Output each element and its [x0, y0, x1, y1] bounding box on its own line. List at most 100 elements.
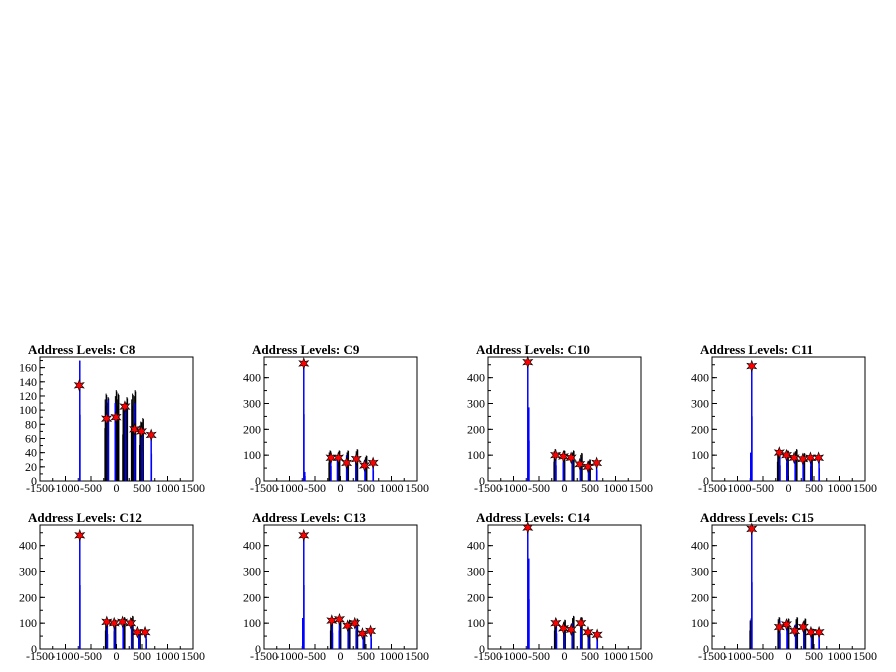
y-tick-label: 400 [243, 371, 261, 385]
peak-marker [349, 616, 361, 630]
peak-marker [565, 623, 577, 637]
peak-marker [74, 528, 86, 542]
y-tick-label: 120 [19, 389, 37, 403]
chart-title: Address Levels: C15 [700, 510, 814, 525]
y-tick-label: 0 [703, 474, 709, 488]
x-tick-label: -1000 [276, 649, 304, 663]
peak-marker [325, 451, 337, 465]
peak-marker [591, 628, 603, 642]
peak-marker [117, 615, 129, 629]
x-tick-label: -500 [752, 649, 774, 663]
y-tick-label: 20 [25, 460, 37, 474]
peak-marker [350, 452, 362, 466]
plot-frame [39, 524, 194, 650]
peak-marker [332, 451, 345, 465]
y-tick-label: 300 [243, 565, 261, 579]
y-tick-label: 0 [479, 474, 485, 488]
x-tick-label: 0 [786, 649, 792, 663]
chart-panel: Address Levels: C9 0 100 200 300 400 -1500-100… [243, 342, 429, 495]
x-tick-label: 500 [357, 481, 375, 495]
peak-marker [813, 451, 825, 465]
peak-marker [125, 616, 137, 630]
x-tick-label: -1000 [52, 481, 80, 495]
x-tick-label: -1000 [500, 649, 528, 663]
x-tick-label: 0 [562, 649, 568, 663]
x-tick-label: -500 [80, 649, 102, 663]
peak-marker [565, 451, 577, 465]
peak-marker [298, 357, 310, 370]
x-tick-label: 1500 [629, 649, 653, 663]
peak-marker [131, 625, 143, 639]
y-tick-label: 100 [691, 448, 709, 462]
peak-marker [789, 624, 801, 638]
x-tick-label: -1500 [474, 649, 502, 663]
x-tick-label: -1500 [26, 481, 54, 495]
y-tick-label: 300 [243, 397, 261, 411]
peak-marker [591, 456, 603, 470]
y-tick-label: 0 [31, 642, 37, 656]
peak-marker [522, 521, 534, 534]
peak-marker [139, 625, 151, 639]
y-tick-label: 160 [19, 361, 37, 375]
y-tick-label: 0 [31, 474, 37, 488]
peak-marker [780, 448, 793, 462]
peak-marker [797, 620, 809, 634]
peak-marker [341, 456, 353, 470]
x-tick-label: 1000 [380, 481, 404, 495]
x-tick-label: 500 [805, 481, 823, 495]
peak-marker [358, 459, 371, 472]
x-tick-label: -1000 [724, 649, 752, 663]
plot-frame [263, 356, 418, 482]
x-tick-label: 0 [338, 481, 344, 495]
y-tick-label: 60 [25, 431, 37, 445]
x-tick-label: 1500 [853, 481, 877, 495]
peak-marker [356, 627, 368, 640]
x-tick-label: 0 [562, 481, 568, 495]
y-tick-label: 100 [467, 616, 485, 630]
peak-marker [805, 625, 817, 639]
x-tick-label: 0 [786, 481, 792, 495]
x-tick-label: -500 [752, 481, 774, 495]
chart-title: Address Levels: C14 [476, 510, 590, 525]
x-tick-label: -500 [528, 649, 550, 663]
y-tick-label: 100 [243, 616, 261, 630]
y-tick-label: 300 [467, 565, 485, 579]
y-tick-label: 200 [467, 422, 485, 436]
peak-marker [73, 378, 85, 392]
y-tick-label: 400 [467, 371, 485, 385]
x-tick-label: 0 [338, 649, 344, 663]
peak-marker [129, 422, 141, 436]
peak-marker [135, 424, 148, 438]
y-tick-label: 40 [25, 446, 37, 460]
x-tick-label: -1500 [250, 649, 278, 663]
x-tick-label: -1500 [26, 649, 54, 663]
x-tick-label: 500 [357, 649, 375, 663]
y-tick-label: 0 [703, 642, 709, 656]
y-tick-label: 400 [243, 539, 261, 553]
x-tick-label: 1500 [405, 481, 429, 495]
peak-marker [557, 450, 570, 463]
x-tick-label: 500 [581, 481, 599, 495]
y-tick-label: 100 [243, 448, 261, 462]
chart-panel: Address Levels: C11 0 100 200 300 400 -1500-10… [691, 342, 877, 495]
peak-marker [365, 624, 377, 638]
x-tick-label: -1000 [724, 481, 752, 495]
y-tick-label: 100 [19, 616, 37, 630]
y-tick-label: 300 [19, 565, 37, 579]
y-tick-label: 400 [691, 371, 709, 385]
x-tick-label: -500 [304, 481, 326, 495]
chart-panel: Address Levels: C12 0 100 200 300 400 -1500-10… [19, 510, 205, 663]
peak-marker [145, 428, 157, 442]
x-tick-label: 1000 [604, 649, 628, 663]
x-tick-label: 1500 [629, 481, 653, 495]
y-tick-label: 100 [19, 403, 37, 417]
y-tick-label: 400 [19, 539, 37, 553]
chart-panel: Address Levels: C13 0 100 200 300 400 -1500-10… [243, 510, 429, 663]
peak-marker [746, 522, 758, 536]
peak-marker [550, 448, 562, 462]
y-tick-label: 200 [691, 422, 709, 436]
x-tick-label: -1500 [250, 481, 278, 495]
chart-title: Address Levels: C11 [700, 342, 813, 357]
y-tick-label: 400 [467, 539, 485, 553]
